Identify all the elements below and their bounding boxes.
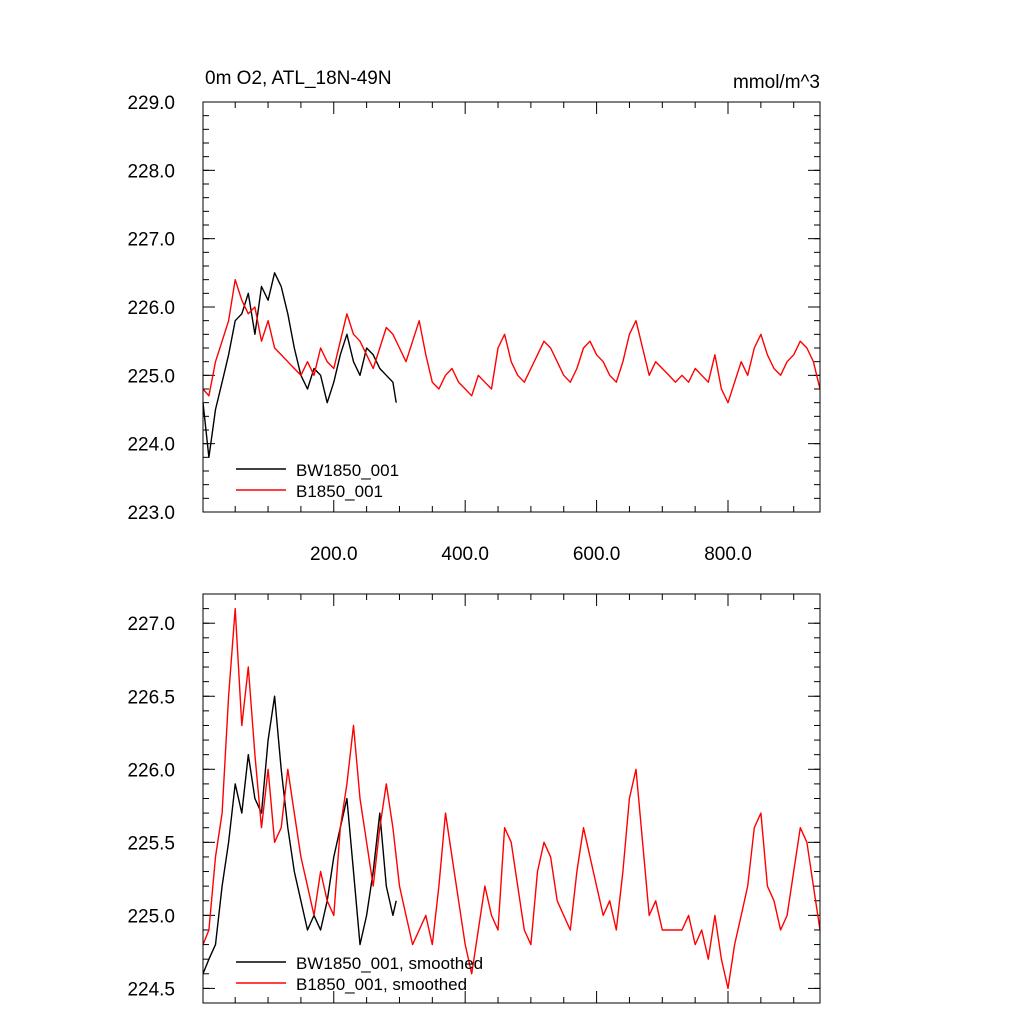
top-y-tick-label: 223.0 (127, 503, 175, 524)
bottom-plot-frame (202, 593, 821, 1004)
top-y-tick-label: 229.0 (127, 93, 175, 114)
bottom-legend-label-b1850: B1850_001, smoothed (296, 975, 467, 994)
bottom-legend: BW1850_001, smoothed B1850_001, smoothed (236, 954, 483, 994)
top-panel: 0m O2, ATL_18N-49N mmol/m^3 223.0224.022… (127, 68, 821, 565)
bottom-series-line-bw1850 (202, 695, 397, 975)
top-chart-title: 0m O2, ATL_18N-49N (205, 68, 392, 89)
top-y-tick-label: 227.0 (127, 230, 175, 251)
top-x-tick-label: 600.0 (573, 544, 621, 565)
top-y-tick-label: 224.0 (127, 435, 175, 456)
top-x-tick-label: 800.0 (704, 544, 752, 565)
top-legend-label-b1850: B1850_001 (296, 482, 383, 501)
top-x-tick-label: 400.0 (441, 544, 489, 565)
bottom-axis-ticks (203, 593, 820, 1004)
bottom-y-tick-label: 227.0 (127, 614, 175, 635)
top-chart-units: mmol/m^3 (733, 72, 820, 93)
bottom-y-tick-label: 226.5 (127, 687, 175, 708)
bottom-y-tick-labels: 224.5 225.0 225.5 226.0 226.5 227.0 (127, 614, 175, 1000)
bottom-y-tick-label: 226.0 (127, 760, 175, 781)
top-x-tick-label: 200.0 (310, 544, 358, 565)
top-y-tick-label: 228.0 (127, 161, 175, 182)
top-series-group (202, 272, 821, 458)
top-axis-ticks (203, 101, 820, 513)
top-y-tick-label: 225.0 (127, 366, 175, 387)
bottom-y-tick-label: 225.5 (127, 833, 175, 854)
top-x-tick-labels: 200.0 400.0 600.0 800.0 (310, 544, 752, 565)
top-series-line-b1850 (202, 279, 821, 404)
bottom-series-line-b1850 (202, 607, 821, 990)
top-y-tick-labels: 223.0 224.0 225.0 226.0 227.0 228.0 229.0 (127, 93, 175, 524)
bottom-y-tick-label: 224.5 (127, 979, 175, 1000)
top-legend: BW1850_001 B1850_001 (236, 461, 399, 501)
bottom-y-tick-label: 225.0 (127, 906, 175, 927)
bottom-panel: 224.5 225.0 225.5 226.0 226.5 227.0 BW1850_00… (127, 593, 821, 1004)
bottom-legend-label-bw1850: BW1850_001, smoothed (296, 954, 483, 973)
bottom-series-group (202, 607, 821, 990)
top-plot-frame (202, 101, 821, 513)
top-y-tick-label: 226.0 (127, 298, 175, 319)
top-legend-label-bw1850: BW1850_001 (296, 461, 399, 480)
